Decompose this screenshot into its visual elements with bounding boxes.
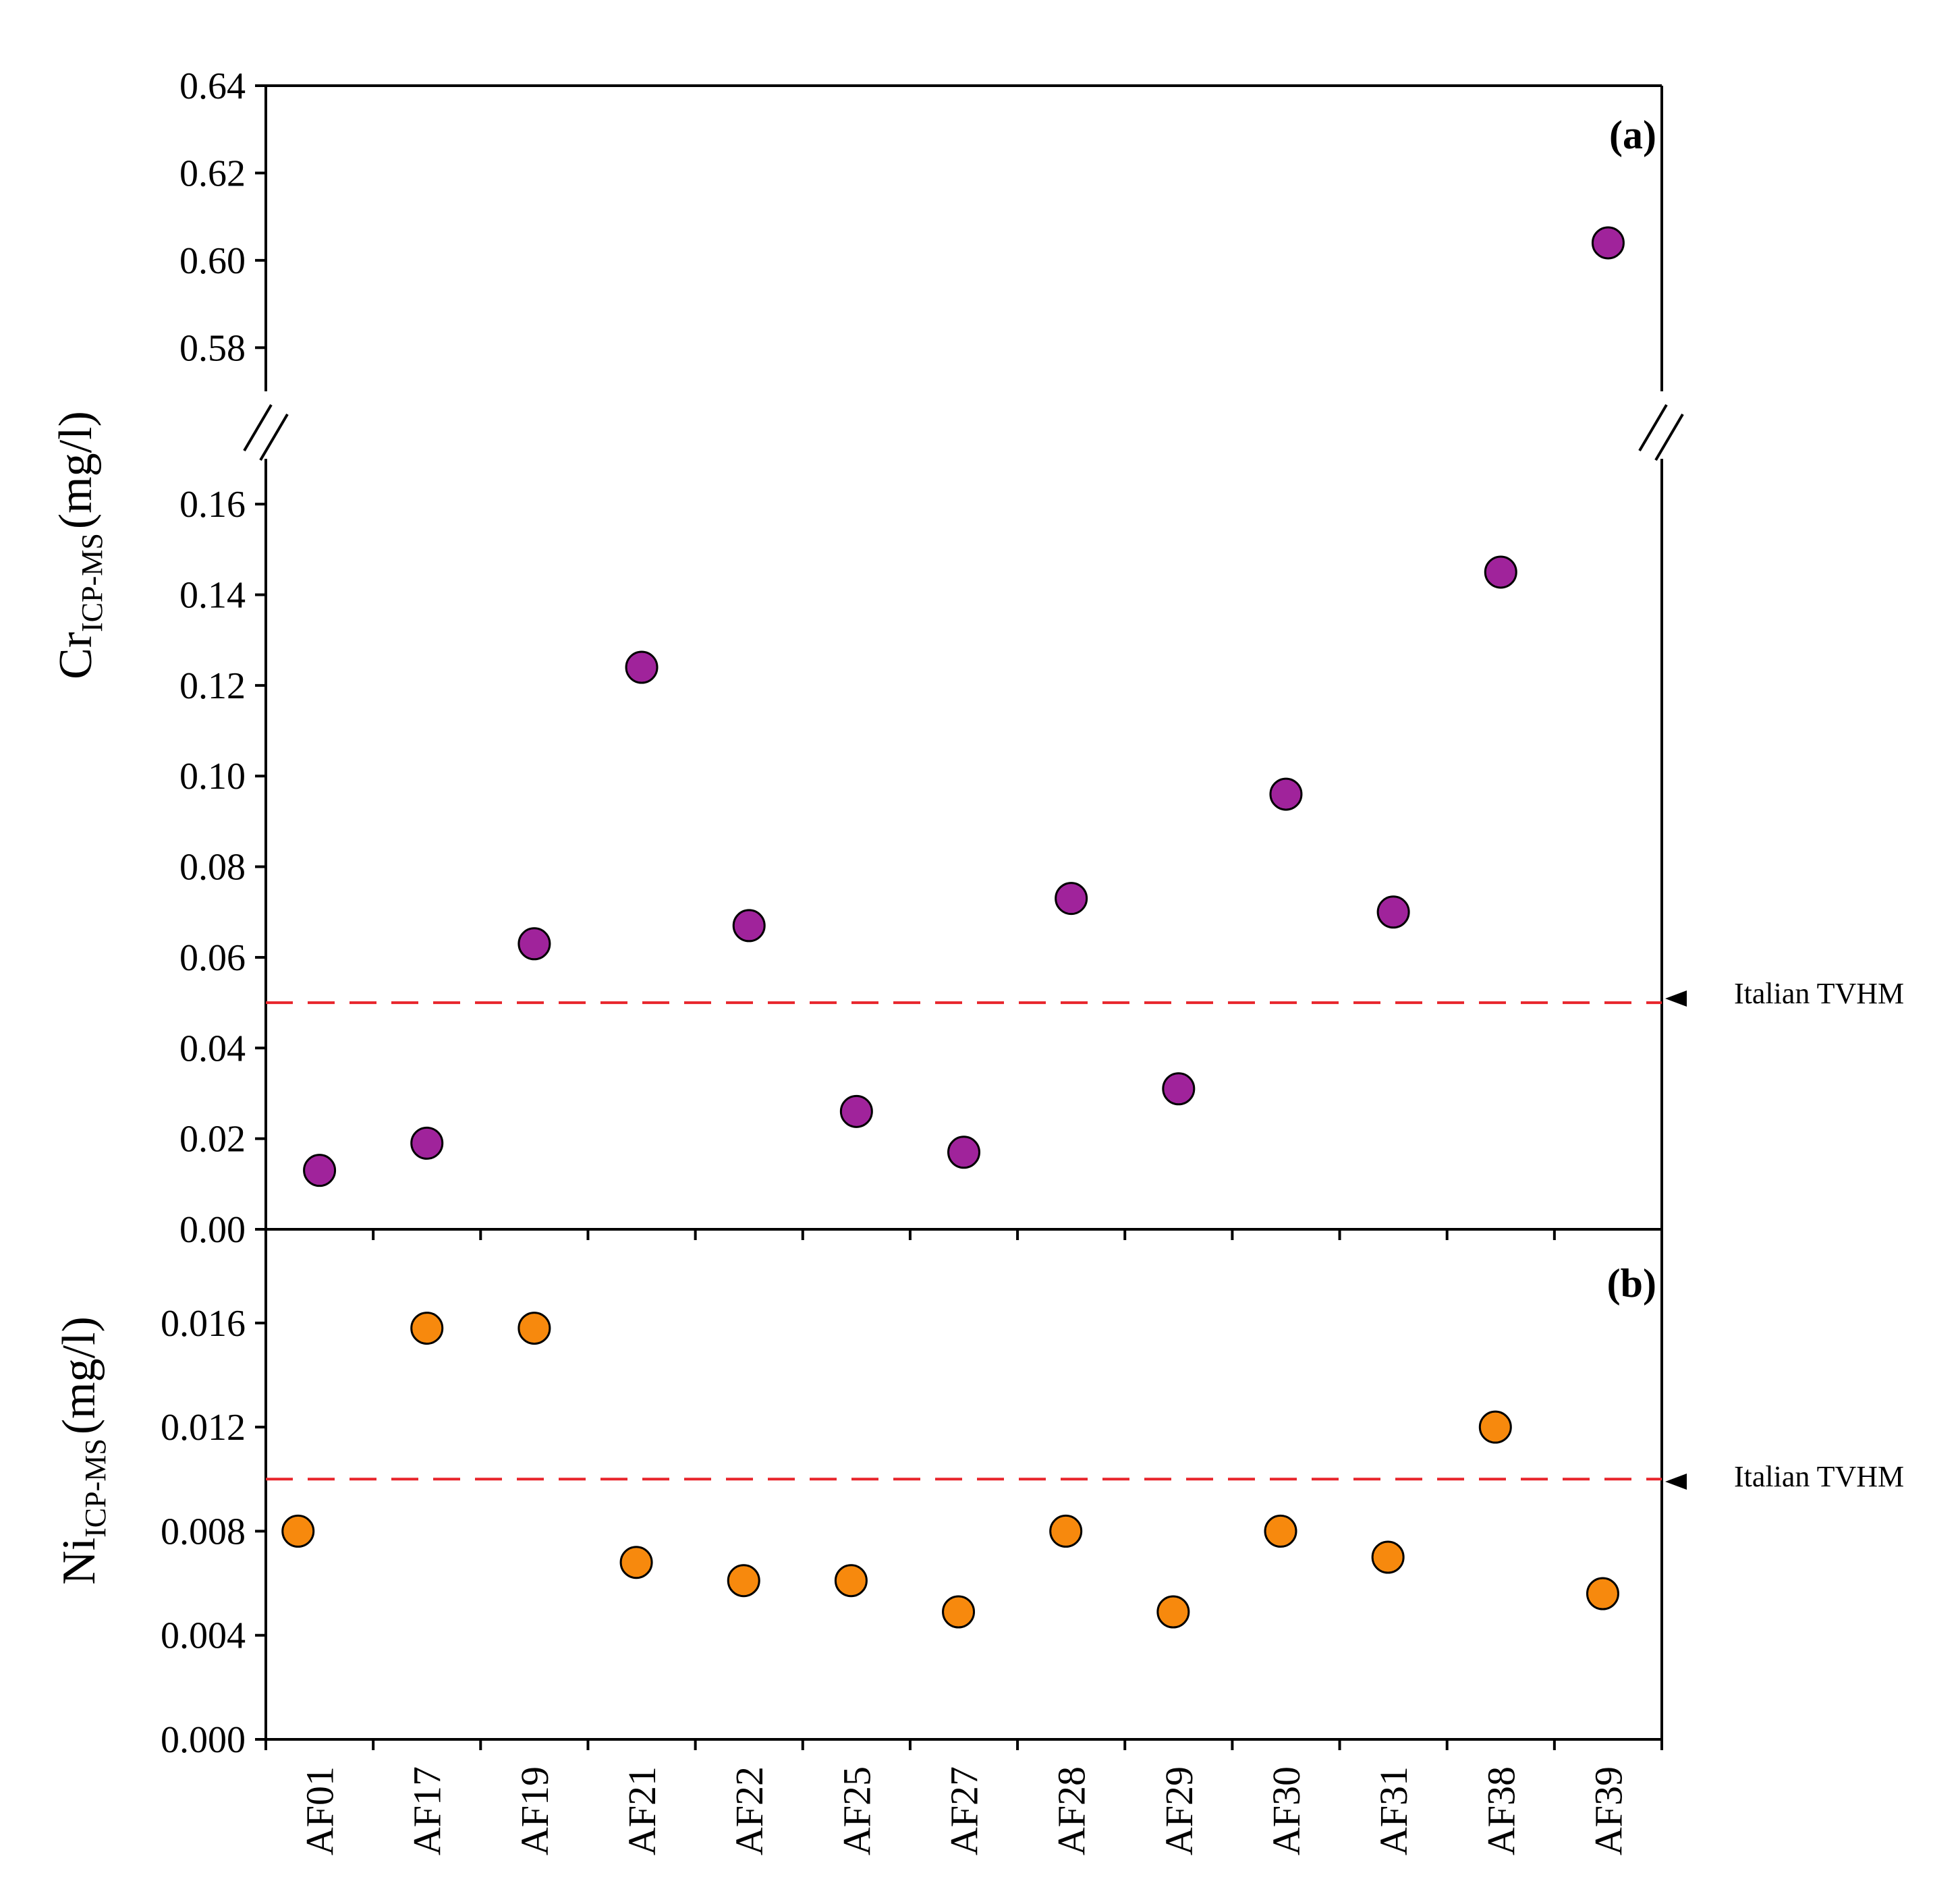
x-category-label: AF21	[620, 1766, 664, 1855]
panel-a-point-af31	[1376, 895, 1410, 929]
panel-b-y-axis-label: NiICP-MS(mg/l)	[53, 1316, 112, 1585]
panel-b-reference-label: Italian TVHM	[1734, 1460, 1904, 1493]
panel-a-y-tick-label: 0.00	[179, 1209, 246, 1251]
panel-b-point-af01	[281, 1514, 315, 1548]
panel-b-point-af28	[1049, 1514, 1083, 1548]
panel-b-reference-annotation: Italian TVHM	[1665, 1460, 1904, 1493]
x-category-label: AF17	[405, 1766, 449, 1855]
panel-a-y-tick-label: 0.10	[179, 756, 246, 797]
x-category-label: AF19	[513, 1766, 557, 1855]
panel-a-reference-label: Italian TVHM	[1734, 977, 1904, 1010]
panel-a-point-af30	[1269, 777, 1303, 811]
panel-b-label: (b)	[1607, 1261, 1656, 1306]
x-category-label: AF28	[1050, 1766, 1094, 1855]
panel-a-y-tick-label: 0.60	[179, 240, 246, 282]
panel-a-point-af38	[1484, 555, 1517, 589]
panel-b-point-af30	[1264, 1514, 1297, 1548]
panel-b-y-tick-label: 0.008	[161, 1511, 246, 1552]
panel-b-y-tick-label: 0.016	[161, 1303, 246, 1345]
panel-a-point-af01	[303, 1154, 337, 1187]
panel-a-y-tick-label: 0.04	[179, 1028, 246, 1069]
panel-b-point-af38	[1478, 1410, 1512, 1444]
x-category-label: AF27	[943, 1766, 986, 1855]
panel-b-point-af19	[518, 1312, 551, 1345]
axis-break-mark-left-1	[243, 403, 273, 452]
panel-a-point-af29	[1162, 1072, 1196, 1106]
panel-a-reference-annotation: Italian TVHM	[1665, 977, 1904, 1010]
x-category-label: AF22	[727, 1766, 771, 1855]
panel-a-y-tick-label: 0.64	[179, 65, 246, 107]
panel-a-point-af19	[518, 927, 551, 961]
x-category-label: AF31	[1372, 1766, 1416, 1855]
panel-b-point-af17	[410, 1312, 444, 1345]
panel-a-point-af28	[1055, 882, 1088, 916]
panel-b-y-tick-label: 0.004	[161, 1615, 246, 1657]
panel-a-reference-arrowhead	[1665, 990, 1687, 1007]
panel-b-y-tick-label: 0.012	[161, 1407, 246, 1449]
panel-a-point-af21	[625, 650, 659, 684]
panel-a: 0.00 0.02 0.04 0.06 0.08 0.10 0.12 0.14 0.16 0.58…	[50, 65, 1904, 1251]
panel-b-point-af31	[1371, 1540, 1405, 1574]
panel-a-y-tick-label: 0.12	[179, 665, 246, 707]
panel-b-point-af21	[619, 1546, 653, 1579]
panel-b: 0.000 0.004 0.008 0.012 0.016 (b) NiICP-MS(m…	[53, 1228, 1904, 1855]
panel-b-point-af29	[1156, 1595, 1190, 1629]
panel-a-label: (a)	[1609, 113, 1656, 157]
panel-b-point-af27	[942, 1595, 976, 1629]
panel-a-y-tick-label: 0.02	[179, 1119, 246, 1160]
x-category-label: AF01	[298, 1766, 342, 1855]
panel-a-y-tick-label: 0.06	[179, 937, 246, 979]
axis-break-mark-right-1	[1638, 403, 1668, 452]
panel-a-point-af17	[410, 1126, 444, 1160]
x-category-label: AF39	[1586, 1766, 1630, 1855]
panel-a-y-tick-label: 0.58	[179, 327, 246, 369]
panel-a-point-af25	[839, 1094, 873, 1128]
axis-break-mark-left-2	[259, 413, 289, 461]
panel-b-point-af22	[727, 1564, 760, 1598]
panel-a-point-af22	[732, 909, 766, 943]
panel-b-point-af39	[1586, 1577, 1619, 1611]
panel-a-point-af27	[947, 1136, 980, 1169]
panel-a-point-af39	[1591, 226, 1625, 260]
x-category-label: AF30	[1264, 1766, 1308, 1855]
panel-a-y-tick-label: 0.62	[179, 152, 246, 194]
x-category-label: AF25	[835, 1766, 878, 1855]
panel-a-y-tick-label: 0.16	[179, 484, 246, 526]
panel-a-y-axis-label: CrICP-MS(mg/l)	[50, 411, 109, 679]
x-category-label: AF38	[1479, 1766, 1523, 1855]
axis-break-mark-right-2	[1654, 413, 1684, 461]
x-category-label: AF29	[1157, 1766, 1201, 1855]
panel-a-y-tick-label: 0.08	[179, 847, 246, 889]
panel-b-reference-arrowhead	[1665, 1474, 1687, 1490]
panel-a-y-tick-label: 0.14	[179, 575, 246, 617]
panel-b-point-af25	[834, 1564, 868, 1598]
panel-b-y-tick-label: 0.000	[161, 1719, 246, 1761]
